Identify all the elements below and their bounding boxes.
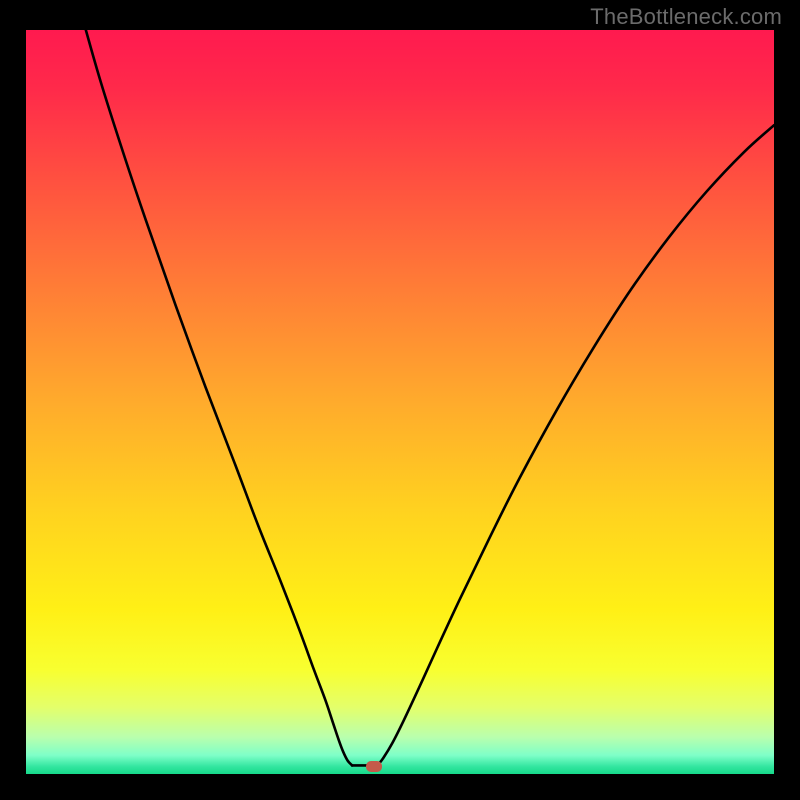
plot-area — [26, 30, 774, 774]
curve-right-branch — [378, 125, 774, 765]
curve-left-branch — [86, 30, 352, 765]
bottleneck-curve — [26, 30, 774, 774]
watermark-text: TheBottleneck.com — [590, 4, 782, 30]
optimum-marker — [366, 761, 382, 773]
